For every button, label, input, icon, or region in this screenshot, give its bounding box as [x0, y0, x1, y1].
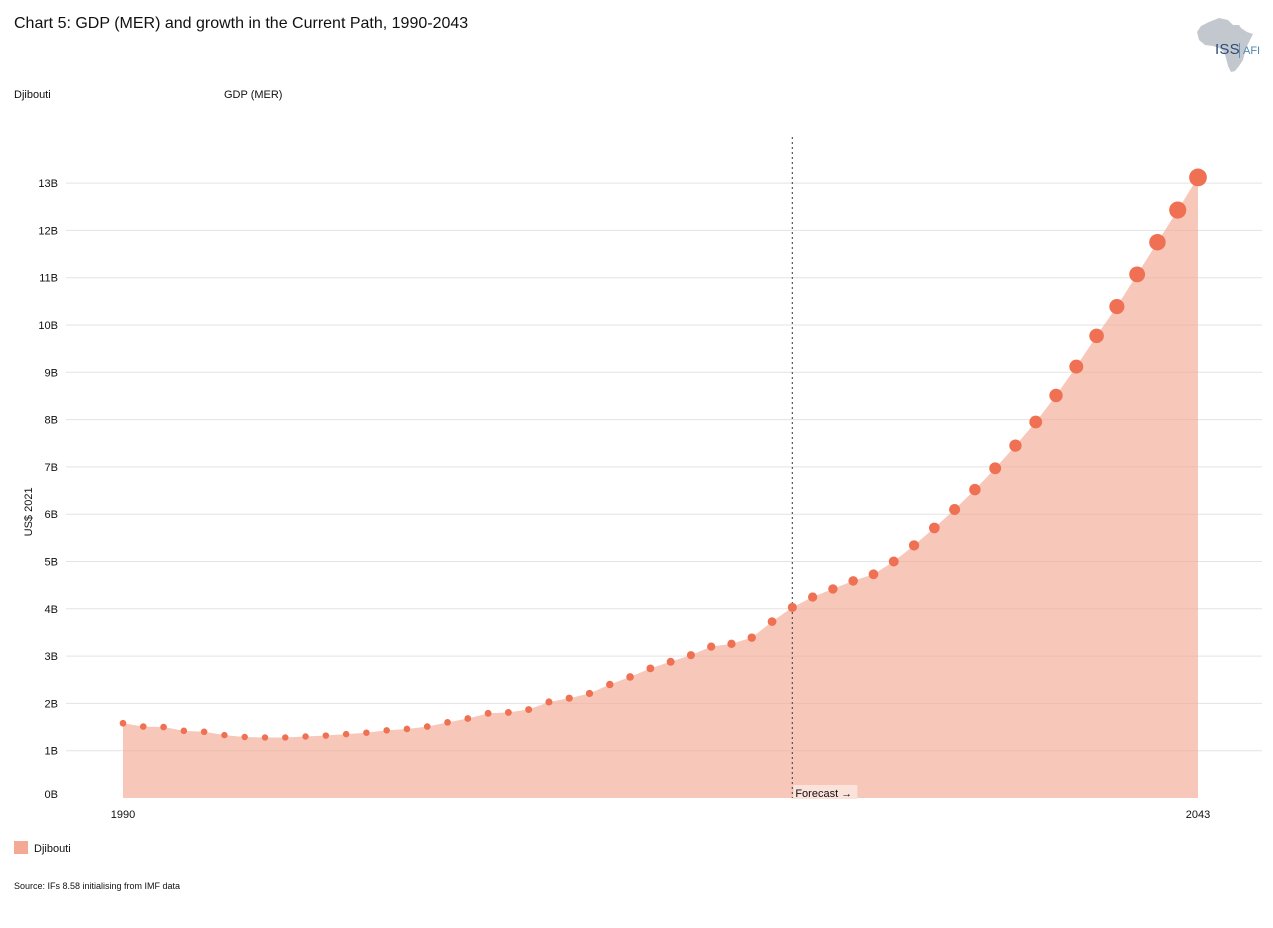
data-point: [868, 569, 879, 580]
chart-title: Chart 5: GDP (MER) and growth in the Cur…: [14, 15, 469, 32]
y-tick-label: 10B: [38, 320, 58, 332]
data-point: [1009, 439, 1022, 452]
data-point: [686, 651, 695, 660]
y-tick-label: 12B: [38, 225, 58, 237]
data-point: [1069, 359, 1084, 374]
data-point: [200, 728, 208, 736]
data-point: [928, 522, 940, 534]
data-point: [383, 727, 390, 734]
y-tick-label: 13B: [38, 178, 58, 190]
logo-divider: [1239, 43, 1240, 58]
data-point: [484, 709, 492, 717]
data-point: [139, 723, 147, 730]
data-point: [727, 639, 736, 648]
data-point: [504, 708, 512, 716]
gdp-chart: 0B 1B 2B 3B 4B 5B 6B 7B 8B 9B 10B 11B 12B 13B US$ 2021…: [23, 137, 1262, 821]
y-tick-label: 3B: [45, 651, 58, 663]
data-point: [949, 503, 961, 515]
data-point: [848, 576, 858, 586]
y-tick-label: 5B: [45, 557, 58, 569]
data-point: [585, 689, 594, 698]
data-point: [1189, 168, 1207, 187]
data-point: [423, 723, 431, 730]
data-point: [1109, 298, 1125, 315]
data-point: [626, 673, 634, 681]
logo-text: ISS: [1215, 41, 1240, 58]
data-point: [908, 540, 920, 551]
y-tick-label: 6B: [45, 509, 58, 521]
data-point: [282, 734, 289, 741]
data-point: [241, 733, 248, 741]
x-tick-label: 1990: [111, 809, 135, 821]
data-point: [1049, 388, 1063, 403]
source-note: Source: IFs 8.58 initialising from IMF d…: [14, 881, 181, 891]
y-tick-label: 2B: [45, 698, 58, 710]
data-point: [464, 715, 472, 722]
data-point: [119, 719, 127, 727]
data-point: [1169, 201, 1187, 219]
data-point: [1149, 234, 1166, 251]
y-tick-label: 8B: [45, 415, 58, 427]
africa-map-icon: [1197, 18, 1253, 72]
data-point: [180, 727, 188, 735]
data-point: [525, 706, 533, 714]
forecast-label-bg: [793, 785, 858, 799]
data-point: [403, 725, 411, 733]
data-point: [888, 556, 899, 567]
y-tick-label: 0B: [45, 789, 58, 801]
data-point: [444, 718, 451, 726]
data-point: [322, 732, 330, 739]
legend-swatch: [14, 841, 28, 854]
data-point: [545, 698, 553, 706]
x-tick-label: 2043: [1186, 809, 1210, 821]
data-point: [646, 664, 655, 673]
data-point: [1029, 415, 1043, 429]
data-point: [261, 734, 269, 741]
data-point: [1129, 266, 1146, 283]
y-tick-label: 11B: [39, 273, 58, 285]
y-tick-label: 7B: [45, 462, 58, 474]
data-point: [221, 731, 228, 739]
data-point: [787, 602, 797, 612]
logo-subtext: AFI: [1243, 45, 1261, 57]
data-point: [342, 730, 350, 738]
country-label: Djibouti: [14, 89, 51, 101]
y-tick-label: 9B: [45, 367, 58, 379]
y-tick-label: 4B: [45, 604, 58, 616]
data-point: [666, 657, 675, 666]
data-point: [828, 584, 838, 594]
data-point: [707, 642, 716, 651]
data-point: [606, 680, 614, 689]
area-fill: [123, 177, 1198, 799]
data-point: [767, 617, 777, 626]
data-point: [989, 462, 1002, 475]
series-label: GDP (MER): [224, 89, 283, 101]
data-point: [1089, 328, 1104, 344]
data-point: [565, 694, 573, 702]
data-point: [807, 592, 818, 602]
forecast-label: Forecast →: [795, 788, 852, 800]
data-point: [747, 633, 756, 642]
data-point: [969, 483, 981, 496]
y-axis-label: US$ 2021: [23, 487, 35, 536]
legend-label: Djibouti: [34, 843, 71, 855]
y-tick-label: 1B: [45, 746, 58, 758]
data-point: [160, 723, 167, 731]
data-point: [302, 733, 309, 740]
data-point: [363, 729, 370, 736]
